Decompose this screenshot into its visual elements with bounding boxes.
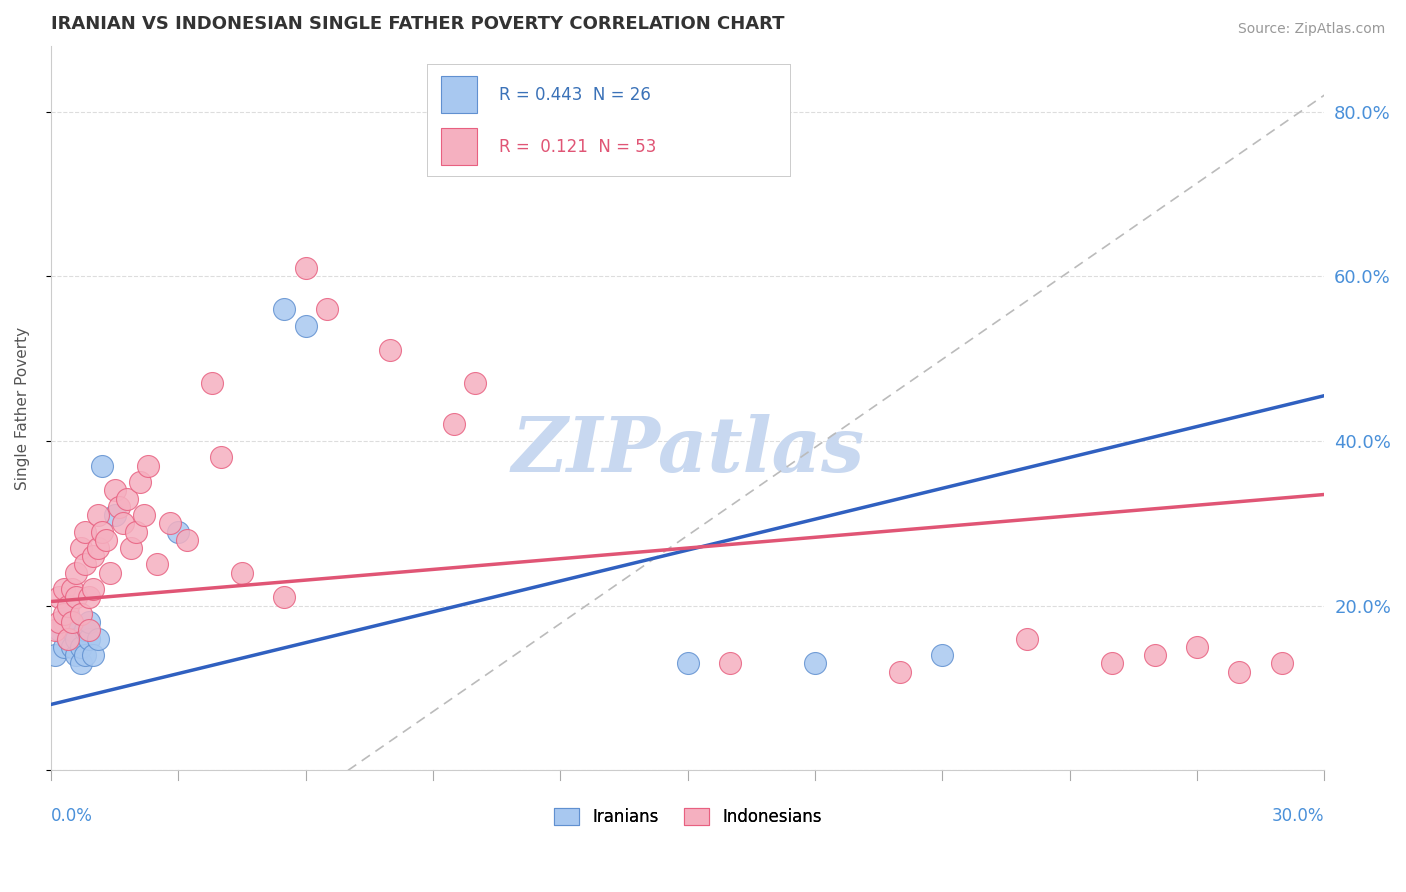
Point <box>73 624 96 638</box>
Point <box>889 665 911 679</box>
Text: IRANIAN VS INDONESIAN SINGLE FATHER POVERTY CORRELATION CHART: IRANIAN VS INDONESIAN SINGLE FATHER POVE… <box>51 15 785 33</box>
Point <box>107 500 129 514</box>
Point <box>804 657 827 671</box>
Point <box>77 615 100 629</box>
Point <box>82 582 104 597</box>
Point <box>159 516 181 531</box>
Point <box>48 624 70 638</box>
Point <box>65 566 87 580</box>
Point <box>146 558 169 572</box>
Text: 0.0%: 0.0% <box>51 807 93 825</box>
Point <box>676 657 699 671</box>
Point <box>52 615 75 629</box>
Point <box>56 632 79 646</box>
Point <box>718 657 741 671</box>
Point <box>65 591 87 605</box>
Point <box>69 640 91 654</box>
Point <box>60 624 83 638</box>
Point <box>56 599 79 613</box>
Point <box>77 624 100 638</box>
Point <box>294 318 316 333</box>
Point <box>52 607 75 621</box>
Point <box>129 475 152 490</box>
Point <box>52 582 75 597</box>
Point <box>111 516 134 531</box>
Point <box>294 260 316 275</box>
Point <box>176 533 198 547</box>
Point <box>82 648 104 662</box>
Point <box>94 533 117 547</box>
Point <box>167 524 190 539</box>
Point <box>1101 657 1123 671</box>
Point <box>69 541 91 555</box>
Point <box>1017 632 1039 646</box>
Point <box>90 458 112 473</box>
Point <box>86 632 108 646</box>
Point <box>201 376 224 391</box>
Y-axis label: Single Father Poverty: Single Father Poverty <box>15 326 30 490</box>
Point <box>103 508 125 522</box>
Text: ZIPatlas: ZIPatlas <box>510 415 865 489</box>
Point <box>56 607 79 621</box>
Point <box>77 591 100 605</box>
Point <box>73 524 96 539</box>
Point <box>1185 640 1208 654</box>
Point <box>48 615 70 629</box>
Point <box>44 648 66 662</box>
Point <box>273 591 295 605</box>
Point <box>380 343 402 358</box>
Point <box>56 632 79 646</box>
Point <box>138 458 160 473</box>
Point <box>60 640 83 654</box>
Point <box>69 657 91 671</box>
Point <box>315 302 337 317</box>
Point <box>60 615 83 629</box>
Point <box>73 648 96 662</box>
Point <box>121 541 143 555</box>
Point <box>117 491 139 506</box>
Point <box>1143 648 1166 662</box>
Point <box>98 566 121 580</box>
Legend: Iranians, Indonesians: Iranians, Indonesians <box>546 799 830 835</box>
Text: Source: ZipAtlas.com: Source: ZipAtlas.com <box>1237 22 1385 37</box>
Point <box>231 566 253 580</box>
Text: 30.0%: 30.0% <box>1272 807 1324 825</box>
Point <box>52 640 75 654</box>
Point <box>44 624 66 638</box>
Point <box>103 483 125 498</box>
Point <box>48 591 70 605</box>
Point <box>86 508 108 522</box>
Point <box>65 648 87 662</box>
Point <box>443 417 465 432</box>
Point <box>86 541 108 555</box>
Point <box>73 558 96 572</box>
Point <box>209 450 232 465</box>
Point <box>77 632 100 646</box>
Point <box>125 524 148 539</box>
Point <box>931 648 953 662</box>
Point <box>65 632 87 646</box>
Point <box>134 508 156 522</box>
Point <box>82 549 104 564</box>
Point <box>60 582 83 597</box>
Point <box>1271 657 1294 671</box>
Point <box>1229 665 1251 679</box>
Point <box>90 524 112 539</box>
Point <box>69 607 91 621</box>
Point <box>273 302 295 317</box>
Point <box>464 376 486 391</box>
